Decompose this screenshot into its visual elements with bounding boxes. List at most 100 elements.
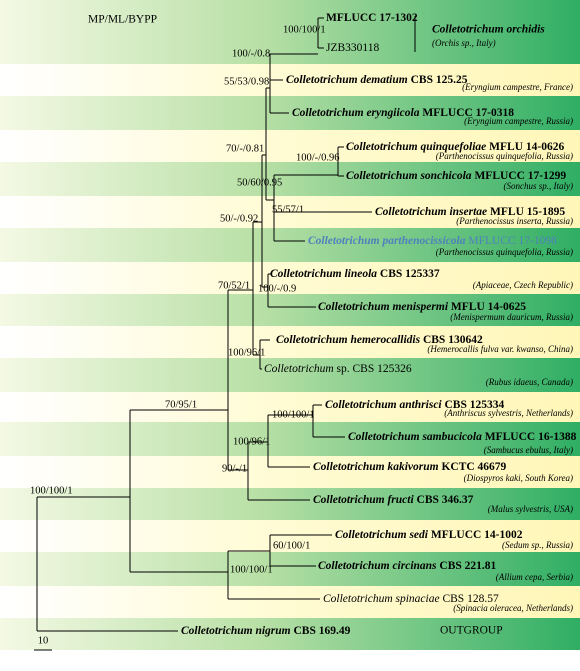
host-info: (Parthenocissus quinquefolia, Russia) [436, 247, 573, 257]
labels: MP/ML/BYPP Colletotrichum orchidis (Orch… [30, 12, 577, 647]
strain: MFLU 15-1895 [490, 206, 565, 218]
host-info: (Sedum sp., Russia) [502, 540, 573, 550]
taxon-label: MFLUCC 17-1302 [326, 12, 418, 24]
support-value: 100/100/1 [283, 24, 326, 35]
taxon-label: Colletotrichum fructi CBS 346.37 [313, 494, 474, 506]
species-name: Colletotrichum lineola [270, 268, 377, 280]
host-info: (Rubus idaeus, Canada) [486, 377, 573, 387]
strain: sp. CBS 125326 [337, 363, 412, 375]
species-name: Colletotrichum insertae [375, 206, 487, 218]
species-name: Colletotrichum sonchicola [346, 170, 472, 182]
band [0, 422, 580, 456]
host-info: (Sambucus ebulus, Italy) [484, 445, 573, 455]
host-info: (Spinacia oleracea, Netherlands) [453, 603, 573, 613]
band [0, 228, 580, 262]
host-info: (Apiaceae, Czech Republic) [473, 280, 573, 290]
support-value: 100/100/1 [272, 409, 315, 420]
background-bands [0, 0, 580, 650]
taxon-label: Colletotrichum anthrisci CBS 125334 [325, 399, 504, 411]
support-value: 100/-/0.9 [258, 283, 296, 294]
taxon-label: JZB330118 [326, 42, 379, 54]
species-name: Colletotrichum circinans [318, 560, 437, 572]
strain: CBS 346.37 [417, 494, 474, 506]
strain: MFLUCC 17-0318 [422, 107, 514, 119]
host-info: (Eryngium campestre, France) [462, 82, 573, 92]
strain: MFLUCC 17-1098 [468, 235, 557, 247]
taxon-label: Colletotrichum spinaciae CBS 128.57 [323, 593, 499, 605]
taxon-label: Colletotrichum menispermi MFLU 14-0625 [318, 301, 526, 313]
taxon-label: Colletotrichum quinquefoliae MFLU 14-062… [346, 141, 564, 153]
taxon-label: Colletotrichum hemerocallidis CBS 130642 [276, 334, 483, 346]
band [0, 488, 580, 520]
taxon-label: Colletotrichum sp. CBS 125326 [264, 363, 412, 375]
band [0, 0, 580, 64]
clade-host: (Orchis sp., Italy) [432, 38, 496, 48]
strain: CBS 125.25 [411, 74, 468, 86]
support-value: 50/60/0.95 [237, 177, 282, 188]
support-value: 100/96/1 [228, 347, 265, 358]
strain: CBS 169.49 [293, 625, 350, 637]
taxon-label: Colletotrichum insertae MFLU 15-1895 [375, 206, 565, 218]
support-value: 100/100/1 [230, 564, 273, 575]
support-value: 55/53/0.98 [224, 76, 269, 87]
strain: MFLU 14-0625 [451, 301, 526, 313]
species-name: Colletotrichum spinaciae [323, 593, 440, 605]
support-value: 50/-/0.92 [220, 213, 258, 224]
species-name: Colletotrichum hemerocallidis [276, 334, 421, 346]
species-name: Colletotrichum parthenocissicola [308, 235, 466, 247]
support-value: 70/95/1 [165, 399, 197, 410]
taxon-label: Colletotrichum nigrum CBS 169.49 [181, 625, 351, 637]
species-name: Colletotrichum sambucicola [348, 431, 482, 443]
taxon-label: Colletotrichum parthenocissicola MFLUCC … [308, 235, 557, 247]
species-name: Colletotrichum nigrum [181, 625, 291, 637]
species-name: Colletotrichum anthrisci [325, 399, 442, 411]
host-info: (Parthenocissus quinquefolia, Russia) [436, 151, 573, 161]
host-info: (Malus sylvestris, USA) [488, 504, 573, 514]
species-name: Colletotrichum eryngiicola [292, 107, 420, 119]
support-value: 55/57/1 [272, 204, 304, 215]
taxon-label: Colletotrichum sambucicola MFLUCC 16-138… [348, 431, 577, 443]
species-name: Colletotrichum menispermi [318, 301, 449, 313]
band [0, 96, 580, 130]
host-info: (Diospyros kaki, South Korea) [464, 473, 573, 483]
strain: CBS 125334 [445, 399, 505, 411]
species-name: Colletotrichum sedi [335, 529, 429, 541]
band [0, 586, 580, 618]
band [0, 326, 580, 358]
host-info: (Hemerocallis fulva var. kwanso, China) [427, 344, 573, 354]
band [0, 456, 580, 488]
species-name: Colletotrichum fructi [313, 494, 414, 506]
host-info: (Parthenocissus inserta, Russia) [456, 216, 573, 226]
strain: MFLUCC 16-1388 [485, 431, 577, 443]
band [0, 392, 580, 422]
scale-label: 10 [38, 635, 49, 646]
species-name: Colletotrichum dematium [286, 74, 408, 86]
strain: KCTC 46679 [441, 461, 506, 473]
species-name: Colletotrichum quinquefoliae [346, 141, 486, 153]
host-info: (Anthriscus sylvestris, Netherlands) [444, 408, 573, 418]
support-value: 100/100/1 [30, 485, 73, 496]
taxon-label: Colletotrichum circinans CBS 221.81 [318, 560, 497, 572]
support-value: 70/52/1 [218, 280, 250, 291]
strain: CBS 221.81 [439, 560, 496, 572]
taxon-label: Colletotrichum sonchicola MFLUCC 17-1299 [346, 170, 566, 182]
host-info: (Sonchus sp., Italy) [504, 181, 574, 191]
species-name: Colletotrichum [264, 363, 334, 375]
species-name: Colletotrichum kakivorum [313, 461, 439, 473]
band [0, 294, 580, 326]
band [0, 618, 580, 650]
tree-branches [36, 17, 372, 632]
support-value: 100/-/0.8 [232, 48, 270, 59]
strain: MFLUCC 14-1002 [431, 529, 523, 541]
taxon-label: Colletotrichum kakivorum KCTC 46679 [313, 461, 507, 473]
clade-name: Colletotrichum orchidis [432, 24, 545, 36]
band [0, 358, 580, 392]
support-value: 90/-/1 [222, 463, 247, 474]
band [0, 64, 580, 96]
header-title: MP/ML/BYPP [88, 14, 157, 26]
strain: CBS 128.57 [442, 593, 498, 605]
strain: CBS 130642 [423, 334, 483, 346]
support-value: 100/-/0.96 [296, 152, 339, 163]
